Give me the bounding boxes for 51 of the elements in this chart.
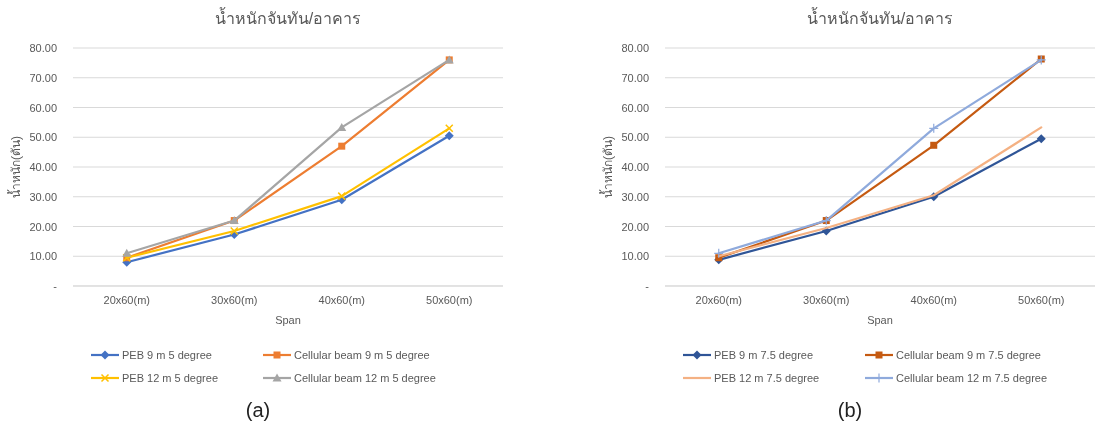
y-tick-label: 50.00 — [29, 131, 57, 144]
y-axis-title: น้ำหนัก(ตัน) — [7, 136, 23, 198]
y-tick-label: 30.00 — [621, 190, 649, 203]
y-tick-label: - — [53, 280, 58, 292]
y-tick-label: 60.00 — [621, 101, 649, 114]
x-axis-title: Span — [867, 314, 893, 326]
y-tick-label: 10.00 — [621, 250, 649, 263]
legend-label: Cellular beam 12 m 5 degree — [294, 372, 436, 384]
y-tick-label: - — [645, 280, 650, 292]
y-tick-label: 30.00 — [29, 190, 57, 203]
x-axis-title: Span — [275, 314, 301, 326]
point — [337, 122, 347, 131]
x-tick-label: 30x60(m) — [803, 294, 850, 306]
point — [445, 124, 454, 133]
y-tick-label: 70.00 — [621, 71, 649, 84]
point — [230, 226, 239, 236]
y-tick-label: 40.00 — [621, 161, 649, 173]
x-tick-label: 50x60(m) — [1018, 294, 1065, 306]
x-tick-label: 50x60(m) — [426, 294, 473, 306]
point — [337, 191, 346, 201]
chart-title: น้ำหนักจันทัน/อาคาร — [214, 7, 362, 27]
y-axis-title: น้ำหนัก(ตัน) — [599, 136, 615, 198]
legend-label: Cellular beam 9 m 5 degree — [294, 349, 430, 361]
y-tick-label: 80.00 — [29, 42, 57, 54]
y-tick-label: 80.00 — [621, 42, 649, 54]
y-tick-label: 10.00 — [29, 250, 57, 263]
legend-label: Cellular beam 9 m 7.5 degree — [896, 349, 1041, 361]
y-tick-label: 20.00 — [621, 220, 649, 233]
x-tick-label: 20x60(m) — [103, 294, 150, 306]
y-tick-label: 60.00 — [29, 101, 57, 114]
point — [338, 142, 346, 150]
x-tick-label: 40x60(m) — [318, 294, 365, 306]
x-tick-label: 20x60(m) — [695, 294, 742, 306]
point — [444, 131, 454, 141]
legend-label: Cellular beam 12 m 7.5 degree — [896, 372, 1048, 384]
text: (b) — [837, 399, 863, 421]
chart-title: น้ำหนักจันทัน/อาคาร — [806, 7, 954, 27]
y-tick-label: 70.00 — [29, 71, 57, 84]
y-tick-label: 20.00 — [29, 220, 57, 233]
point — [122, 248, 132, 257]
point — [930, 141, 938, 149]
legend-label: PEB 9 m 5 degree — [122, 349, 212, 361]
legend-label: PEB 12 m 5 degree — [122, 372, 219, 384]
y-tick-label: 50.00 — [621, 131, 649, 144]
text: (a) — [245, 399, 271, 421]
x-tick-label: 40x60(m) — [910, 294, 957, 306]
x-tick-label: 30x60(m) — [211, 294, 258, 306]
point — [1036, 134, 1046, 144]
y-tick-label: 40.00 — [29, 161, 57, 173]
legend-label: PEB 9 m 7.5 degree — [714, 349, 814, 361]
legend-label: PEB 12 m 7.5 degree — [714, 372, 820, 384]
